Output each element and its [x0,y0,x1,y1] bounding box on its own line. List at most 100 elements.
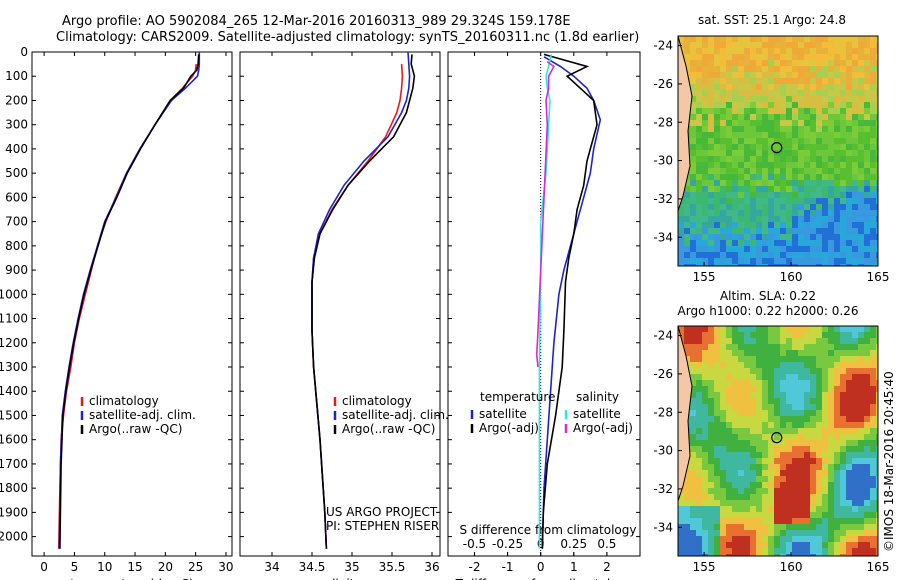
map-cell [834,78,841,85]
map-cell [750,240,757,247]
map-cell [774,524,781,531]
map-cell [768,464,775,471]
map-cell [750,54,757,61]
map-cell [708,512,715,519]
map-cell [786,440,793,447]
map-cell [822,246,829,253]
map-cell [774,174,781,181]
map-cell [684,198,691,205]
y-tick-label: 900 [5,263,28,277]
series-line-climatology [57,64,197,549]
map-cell [822,162,829,169]
map-cell [732,368,739,375]
map-cell [852,332,859,339]
map-cell [792,120,799,127]
map-cell [876,48,878,55]
map-cell [768,240,775,247]
map-cell [798,138,805,145]
map-cell [780,506,787,513]
map-cell [690,392,697,399]
x-tick-label: 35.5 [379,560,406,574]
map-cell [786,464,793,471]
map-cell [720,108,727,115]
map-cell [864,452,871,459]
map-x-tick-label: 165 [867,560,890,574]
map-cell [738,338,745,345]
map-cell [720,48,727,55]
map-cell [822,554,829,556]
map-cell [858,210,865,217]
map-cell [792,48,799,55]
map-cell [822,180,829,187]
map-cell [696,252,703,259]
map-cell [726,114,733,121]
map-cell [750,42,757,49]
map-cell [732,326,739,333]
map-cell [822,96,829,103]
map-cell [732,410,739,417]
map-cell [834,54,841,61]
map-cell [738,240,745,247]
map-cell [702,398,709,405]
map-cell [876,554,878,556]
map-cell [780,138,787,145]
map-cell [858,404,865,411]
map-cell [708,332,715,339]
map-cell [708,78,715,85]
map-cell [756,216,763,223]
map-cell [804,488,811,495]
map-cell [858,476,865,483]
map-cell [780,174,787,181]
map-cell [750,174,757,181]
map-cell [792,84,799,91]
map-cell [804,36,811,43]
map-cell [864,458,871,465]
map-cell [822,84,829,91]
map-cell [732,464,739,471]
map-cell [846,180,853,187]
map-cell [702,126,709,133]
map-cell [780,452,787,459]
x-tick-label: 20 [158,560,173,574]
map-cell [870,138,877,145]
map-cell [726,356,733,363]
map-cell [780,332,787,339]
map-cell [708,42,715,49]
map-cell [714,114,721,121]
map-cell [762,180,769,187]
map-cell [822,66,829,73]
map-cell [816,78,823,85]
map-cell [732,108,739,115]
map-cell [822,54,829,61]
map-cell [828,96,835,103]
map-cell [870,542,877,549]
map-cell [720,524,727,531]
map-cell [696,156,703,163]
map-cell [876,542,878,549]
map-cell [696,398,703,405]
map-cell [792,90,799,97]
map-cell [708,36,715,43]
map-cell [744,386,751,393]
map-cell [732,90,739,97]
map-cell [738,78,745,85]
map-cell [702,386,709,393]
map-cell [780,156,787,163]
map-cell [798,452,805,459]
map-cell [750,554,757,556]
map-cell [786,542,793,549]
map-cell [834,338,841,345]
x-tick-label: 15 [127,560,142,574]
map-cell [696,186,703,193]
map-cell [780,386,787,393]
map-cell [858,428,865,435]
map-cell [792,54,799,61]
map-cell [876,488,878,495]
map-cell [828,350,835,357]
map-cell [852,246,859,253]
map-cell [870,264,877,266]
map-cell [852,386,859,393]
map-cell [822,356,829,363]
map-cell [834,356,841,363]
map-cell [780,216,787,223]
